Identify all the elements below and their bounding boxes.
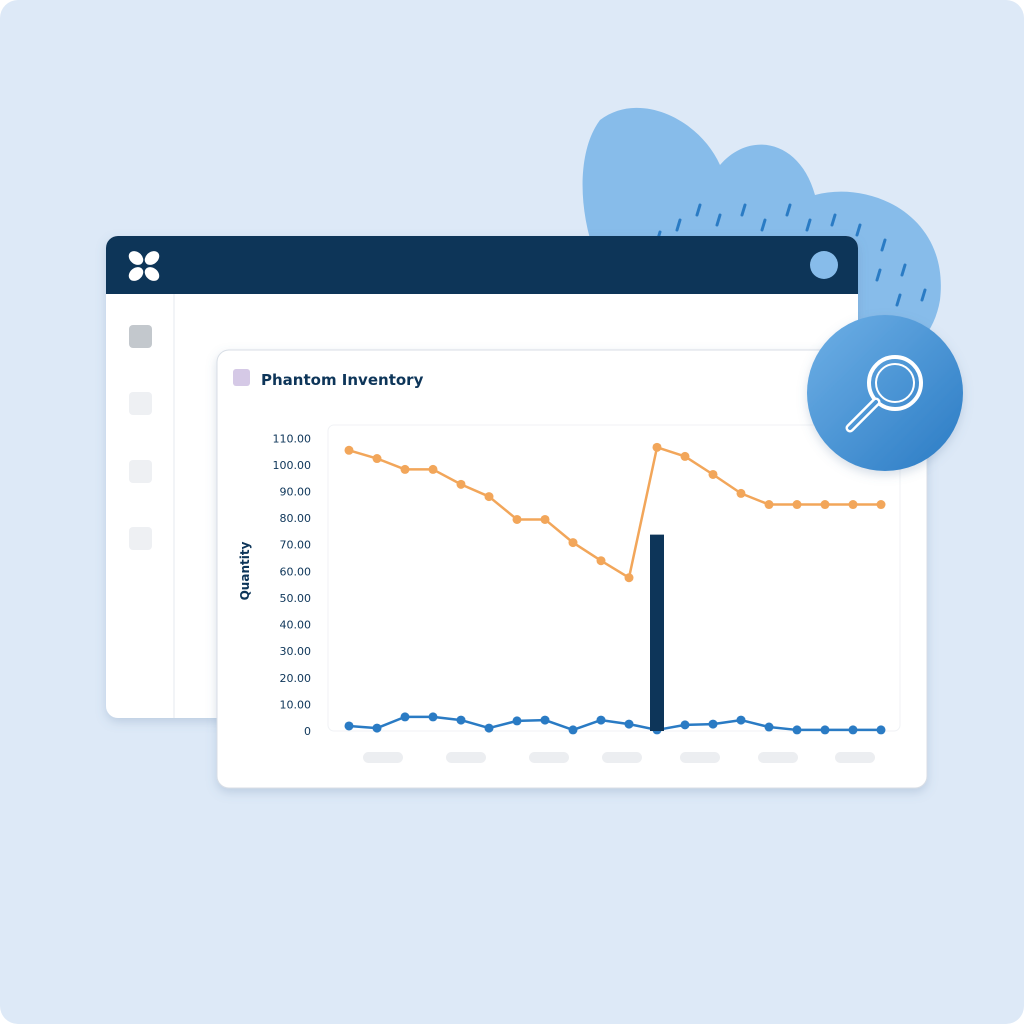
y-axis-label: Quantity	[238, 541, 252, 600]
point	[400, 712, 410, 722]
y-tick-label: 10.00	[280, 698, 312, 711]
point	[456, 715, 466, 725]
magnifier-badge[interactable]	[807, 315, 963, 471]
point	[736, 715, 746, 725]
point	[764, 722, 774, 732]
y-tick-label: 40.00	[280, 619, 312, 632]
point	[596, 556, 606, 566]
y-tick-label: 80.00	[280, 512, 312, 525]
point	[876, 500, 886, 510]
x-label-placeholders	[363, 752, 875, 763]
y-tick-label: 100.00	[273, 459, 312, 472]
point	[484, 723, 494, 733]
point	[820, 725, 830, 735]
point	[512, 716, 522, 726]
point	[540, 715, 550, 725]
point	[624, 573, 634, 583]
point	[876, 725, 886, 735]
y-tick-label: 60.00	[280, 565, 312, 578]
chart-title: Phantom Inventory	[261, 371, 424, 389]
point	[344, 721, 354, 731]
point	[792, 725, 802, 735]
sidebar-item[interactable]	[129, 527, 152, 550]
plot-area	[327, 424, 901, 732]
y-tick-label: 110.00	[273, 432, 312, 445]
sidebar-item[interactable]	[129, 460, 152, 483]
point	[680, 720, 690, 730]
point	[652, 442, 662, 452]
point	[736, 488, 746, 498]
point	[820, 500, 830, 510]
point	[400, 464, 410, 474]
y-tick-label: 30.00	[280, 645, 312, 658]
point	[344, 445, 354, 455]
legend-swatch	[233, 369, 250, 386]
point	[792, 500, 802, 510]
window-button[interactable]	[810, 251, 838, 279]
chart-card	[216, 349, 928, 789]
bar	[650, 534, 664, 731]
point	[848, 725, 858, 735]
line	[348, 446, 881, 579]
logo	[128, 251, 160, 281]
point	[484, 492, 494, 502]
point	[568, 725, 578, 735]
point	[708, 719, 718, 729]
sidebar-item[interactable]	[129, 325, 152, 348]
point	[680, 451, 690, 461]
point	[596, 715, 606, 725]
y-tick-label: 0	[304, 725, 311, 738]
plot: 0 10.00 20.00 30.00 40.00 50.00 60.00 70.00 80.0…	[273, 432, 886, 738]
y-tick-label: 50.00	[280, 592, 312, 605]
point	[848, 500, 858, 510]
sidebar-item[interactable]	[129, 392, 152, 415]
y-tick-label: 70.00	[280, 539, 312, 552]
point	[568, 538, 578, 548]
point	[624, 719, 634, 729]
point	[428, 712, 438, 722]
point	[512, 514, 522, 524]
point	[372, 454, 382, 464]
y-tick-label: 90.00	[280, 486, 312, 499]
line	[348, 715, 881, 732]
point	[372, 723, 382, 733]
point	[428, 464, 438, 474]
point	[456, 479, 466, 489]
y-tick-label: 20.00	[280, 672, 312, 685]
point	[764, 500, 774, 510]
point	[708, 469, 718, 479]
point	[540, 514, 550, 524]
